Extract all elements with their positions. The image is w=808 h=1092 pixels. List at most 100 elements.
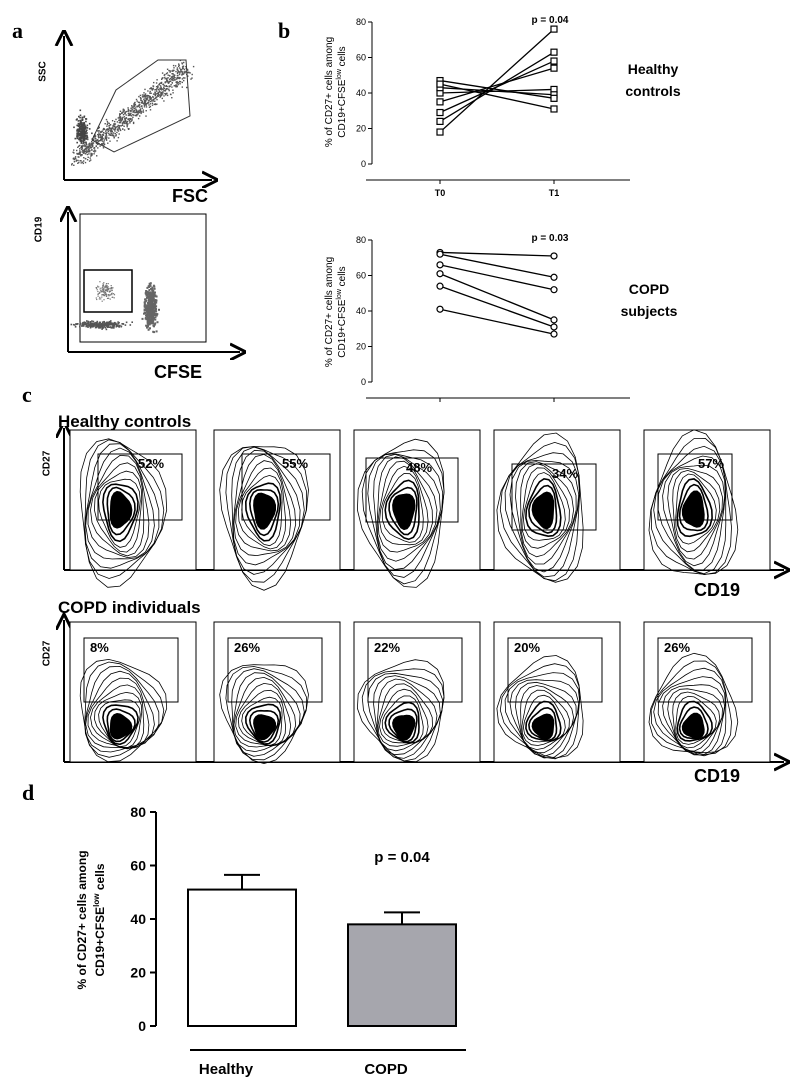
panel-b-charts: % of CD27+ cells among CD19+CFSElow cell…: [324, 15, 630, 402]
y-tick-label: 80: [356, 17, 366, 27]
gate-percent: 8%: [90, 640, 109, 655]
y-tick-label: 20: [356, 342, 366, 352]
series-line: [439, 264, 555, 291]
scatter-points: [71, 59, 195, 166]
panel-d-chart: % of CD27+ cells among CD19+CFSElow cell…: [75, 804, 466, 1078]
c-row2-title: COPD individuals: [58, 598, 201, 617]
cd19-cfse-gate: [83, 269, 133, 313]
panel-d-letter: d: [22, 780, 35, 805]
data-point: [550, 105, 558, 113]
series-line: [439, 253, 555, 278]
data-point: [550, 252, 558, 260]
data-point: [436, 98, 444, 106]
contour-plot: 26%: [643, 621, 771, 763]
data-point: [550, 64, 558, 72]
gate-rect: [367, 637, 463, 703]
contour-plots: 52% 55% 48% 34% 57% 8% 26% 22% 20% 26%: [56, 426, 790, 792]
gate-rect: [657, 637, 753, 703]
b-bottom-group-label: COPD subjects: [604, 278, 694, 322]
data-point: [550, 25, 558, 33]
data-point: [436, 270, 444, 278]
contour-plot: 52%: [69, 429, 197, 588]
y-tick-label: 20: [356, 124, 366, 134]
y-tick-label: 0: [361, 377, 366, 387]
x-tick-label: T1: [549, 188, 560, 198]
b-bottom-ylabel-line1: % of CD27+ cells among: [324, 257, 335, 367]
gate-percent: 34%: [552, 466, 578, 481]
data-point: [550, 57, 558, 65]
series-line: [439, 273, 555, 321]
c-row1-ylabel: CD27: [41, 450, 53, 477]
data-point: [436, 261, 444, 269]
gate-percent: 57%: [698, 456, 724, 471]
data-point: [550, 323, 558, 331]
y-tick-label: 60: [130, 858, 146, 874]
gate-rect: [241, 453, 331, 521]
b-top-group-label: Healthy controls: [608, 58, 698, 102]
series-line: [439, 285, 555, 328]
fsc-axis-label: FSC: [172, 186, 208, 206]
y-tick-label: 40: [356, 306, 366, 316]
gate-percent: 48%: [406, 460, 432, 475]
series-line: [439, 83, 555, 110]
data-point: [436, 108, 444, 117]
y-tick-label: 20: [130, 965, 146, 981]
scatter-points: [70, 281, 160, 334]
series-line: [439, 67, 555, 103]
data-point: [436, 128, 444, 136]
gate-rect: [507, 637, 603, 703]
gate-rect: [83, 637, 179, 703]
b-top-ylabel-line1: % of CD27+ cells among: [324, 37, 335, 147]
contour-plot: 55%: [213, 429, 341, 591]
b-bottom-ylabel-line2: CD19+CFSElow cells: [336, 266, 348, 357]
y-tick-label: 0: [361, 159, 366, 169]
b-top-group-line2: controls: [625, 83, 681, 99]
x-category-label: Healthy: [199, 1061, 254, 1078]
d-ylabel-line2: CD19+CFSElow cells: [92, 863, 107, 976]
panel-b-letter: b: [278, 18, 291, 43]
data-point: [550, 286, 558, 294]
y-tick-label: 80: [130, 804, 146, 820]
contour-plot: 22%: [353, 621, 481, 763]
scatter-cd19-cfse: [60, 206, 246, 360]
gate-percent: 55%: [282, 456, 308, 471]
contour-plot: 20%: [493, 621, 621, 763]
data-point: [550, 94, 558, 102]
c-row1-xlabel: CD19: [694, 580, 741, 600]
series-line: [439, 60, 555, 114]
b-bottom-group-line2: subjects: [620, 303, 678, 319]
b-top-chart: 0 20 40 60 80 T0 T1 p = 0.04: [356, 15, 630, 198]
scatter-ssc-fsc: [54, 30, 218, 188]
data-point: [436, 305, 444, 313]
gate-rect: [227, 637, 323, 703]
c-row2-xlabel: CD19: [694, 766, 741, 786]
series-line: [439, 308, 555, 335]
data-point: [550, 48, 558, 56]
series-line: [439, 87, 555, 96]
gate-percent: 20%: [514, 640, 540, 655]
cd19-axis-label: CD19: [33, 216, 45, 243]
p-value-label: p = 0.04: [532, 15, 569, 26]
cfse-axis-label: CFSE: [154, 362, 203, 382]
c-row1-title: Healthy controls: [58, 412, 192, 431]
p-value-label: p = 0.03: [532, 233, 569, 244]
b-top-ylabel-line2: CD19+CFSElow cells: [336, 46, 348, 137]
data-point: [436, 250, 444, 258]
d-p-value: p = 0.04: [374, 849, 430, 866]
fsc-ssc-gate: [91, 59, 191, 153]
ssc-axis-label: SSC: [37, 61, 49, 82]
gate-percent: 26%: [664, 640, 690, 655]
bar: [347, 923, 457, 1028]
b-top-group-line1: Healthy: [627, 61, 679, 77]
x-category-label: COPD: [364, 1061, 408, 1078]
data-point: [550, 330, 558, 338]
b-bottom-group-line1: COPD: [628, 281, 670, 297]
y-tick-label: 40: [356, 88, 366, 98]
data-point: [436, 117, 444, 126]
y-tick-label: 80: [356, 235, 366, 245]
c-row2-ylabel: CD27: [41, 640, 53, 667]
gate-percent: 52%: [138, 456, 164, 471]
series-line: [439, 28, 555, 133]
panel-a-letter: a: [12, 18, 23, 43]
